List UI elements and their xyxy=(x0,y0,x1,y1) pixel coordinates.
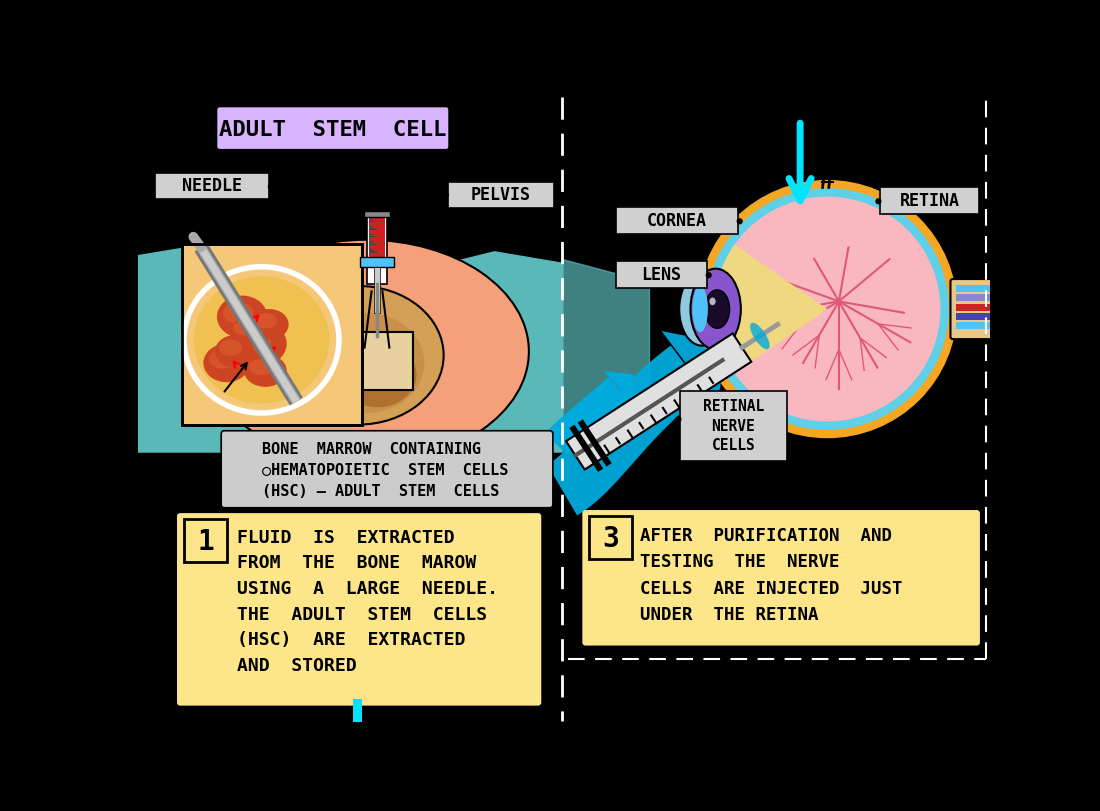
Ellipse shape xyxy=(204,344,250,382)
FancyBboxPatch shape xyxy=(177,513,541,706)
Bar xyxy=(360,257,394,268)
Ellipse shape xyxy=(339,341,417,407)
Circle shape xyxy=(267,183,274,190)
Ellipse shape xyxy=(219,340,242,356)
Ellipse shape xyxy=(308,313,425,413)
Ellipse shape xyxy=(214,335,254,367)
Text: BONE  MARROW  CONTAINING
○HEMATOPOIETIC  STEM  CELLS
(HSC) – ADULT  STEM  CELLS: BONE MARROW CONTAINING ○HEMATOPOIETIC ST… xyxy=(262,441,508,499)
FancyBboxPatch shape xyxy=(616,261,707,288)
Circle shape xyxy=(695,178,959,440)
FancyBboxPatch shape xyxy=(448,182,554,208)
Bar xyxy=(370,221,377,222)
FancyBboxPatch shape xyxy=(616,208,738,234)
FancyBboxPatch shape xyxy=(154,173,270,199)
Bar xyxy=(956,322,1002,329)
Ellipse shape xyxy=(217,295,267,338)
Bar xyxy=(370,228,377,230)
Polygon shape xyxy=(604,371,635,406)
Circle shape xyxy=(714,196,940,422)
Circle shape xyxy=(876,198,881,204)
Ellipse shape xyxy=(705,290,729,328)
Ellipse shape xyxy=(236,328,272,351)
Bar xyxy=(367,214,387,284)
Text: PELVIS: PELVIS xyxy=(471,186,531,204)
Circle shape xyxy=(705,272,712,278)
Bar xyxy=(956,285,1002,292)
Bar xyxy=(351,333,412,390)
Circle shape xyxy=(705,188,949,430)
FancyBboxPatch shape xyxy=(221,431,553,508)
Bar xyxy=(370,217,385,259)
Bar xyxy=(956,313,1002,320)
Polygon shape xyxy=(546,377,629,455)
Text: NEEDLE: NEEDLE xyxy=(182,177,242,195)
Bar xyxy=(370,243,377,245)
Text: CORNEA: CORNEA xyxy=(647,212,707,230)
Ellipse shape xyxy=(273,286,443,425)
Polygon shape xyxy=(548,345,706,515)
Bar xyxy=(370,249,373,251)
Polygon shape xyxy=(570,425,603,472)
FancyBboxPatch shape xyxy=(880,187,979,213)
Ellipse shape xyxy=(230,318,265,347)
Text: FLUID  IS  EXTRACTED
FROM  THE  BONE  MAROW
USING  A  LARGE  NEEDLE.
THE  ADULT : FLUID IS EXTRACTED FROM THE BONE MAROW U… xyxy=(236,529,497,675)
Text: RETINA: RETINA xyxy=(900,192,959,210)
Ellipse shape xyxy=(233,321,254,336)
Text: AFTER  PURIFICATION  AND
TESTING  THE  NERVE
CELLS  ARE INJECTED  JUST
UNDER  TH: AFTER PURIFICATION AND TESTING THE NERVE… xyxy=(640,527,902,624)
Ellipse shape xyxy=(692,286,708,333)
Bar xyxy=(370,218,373,220)
Text: 3: 3 xyxy=(602,525,618,552)
Bar xyxy=(374,267,381,313)
Bar xyxy=(370,234,373,235)
FancyBboxPatch shape xyxy=(588,516,631,560)
FancyBboxPatch shape xyxy=(680,392,786,461)
Bar xyxy=(183,243,362,425)
Bar xyxy=(370,226,373,227)
Bar xyxy=(370,251,377,253)
Ellipse shape xyxy=(249,358,274,375)
Text: ADULT  STEM  CELL: ADULT STEM CELL xyxy=(219,120,447,139)
FancyBboxPatch shape xyxy=(582,510,980,646)
Circle shape xyxy=(675,416,682,423)
Text: RETINAL
NERVE
CELLS: RETINAL NERVE CELLS xyxy=(703,399,764,453)
Bar xyxy=(956,303,1002,311)
Bar xyxy=(370,236,377,238)
Ellipse shape xyxy=(254,313,277,328)
Polygon shape xyxy=(661,331,726,405)
Wedge shape xyxy=(714,245,827,374)
Ellipse shape xyxy=(750,323,770,350)
Ellipse shape xyxy=(710,298,716,305)
FancyBboxPatch shape xyxy=(950,279,1008,339)
Bar xyxy=(956,294,1002,302)
Ellipse shape xyxy=(209,350,236,369)
Ellipse shape xyxy=(244,354,287,387)
FancyBboxPatch shape xyxy=(184,519,228,562)
Ellipse shape xyxy=(250,309,288,340)
Ellipse shape xyxy=(223,303,253,324)
Bar xyxy=(183,243,362,425)
Text: LENS: LENS xyxy=(641,266,681,284)
FancyBboxPatch shape xyxy=(218,107,449,149)
Text: 1: 1 xyxy=(197,528,215,556)
Polygon shape xyxy=(566,333,751,470)
Bar xyxy=(364,212,390,217)
Bar xyxy=(353,699,362,723)
Circle shape xyxy=(737,218,742,225)
Polygon shape xyxy=(578,419,612,466)
Ellipse shape xyxy=(194,277,329,403)
Ellipse shape xyxy=(691,268,740,350)
Ellipse shape xyxy=(679,272,724,345)
Ellipse shape xyxy=(229,320,287,367)
Circle shape xyxy=(443,192,449,198)
Ellipse shape xyxy=(204,240,529,463)
